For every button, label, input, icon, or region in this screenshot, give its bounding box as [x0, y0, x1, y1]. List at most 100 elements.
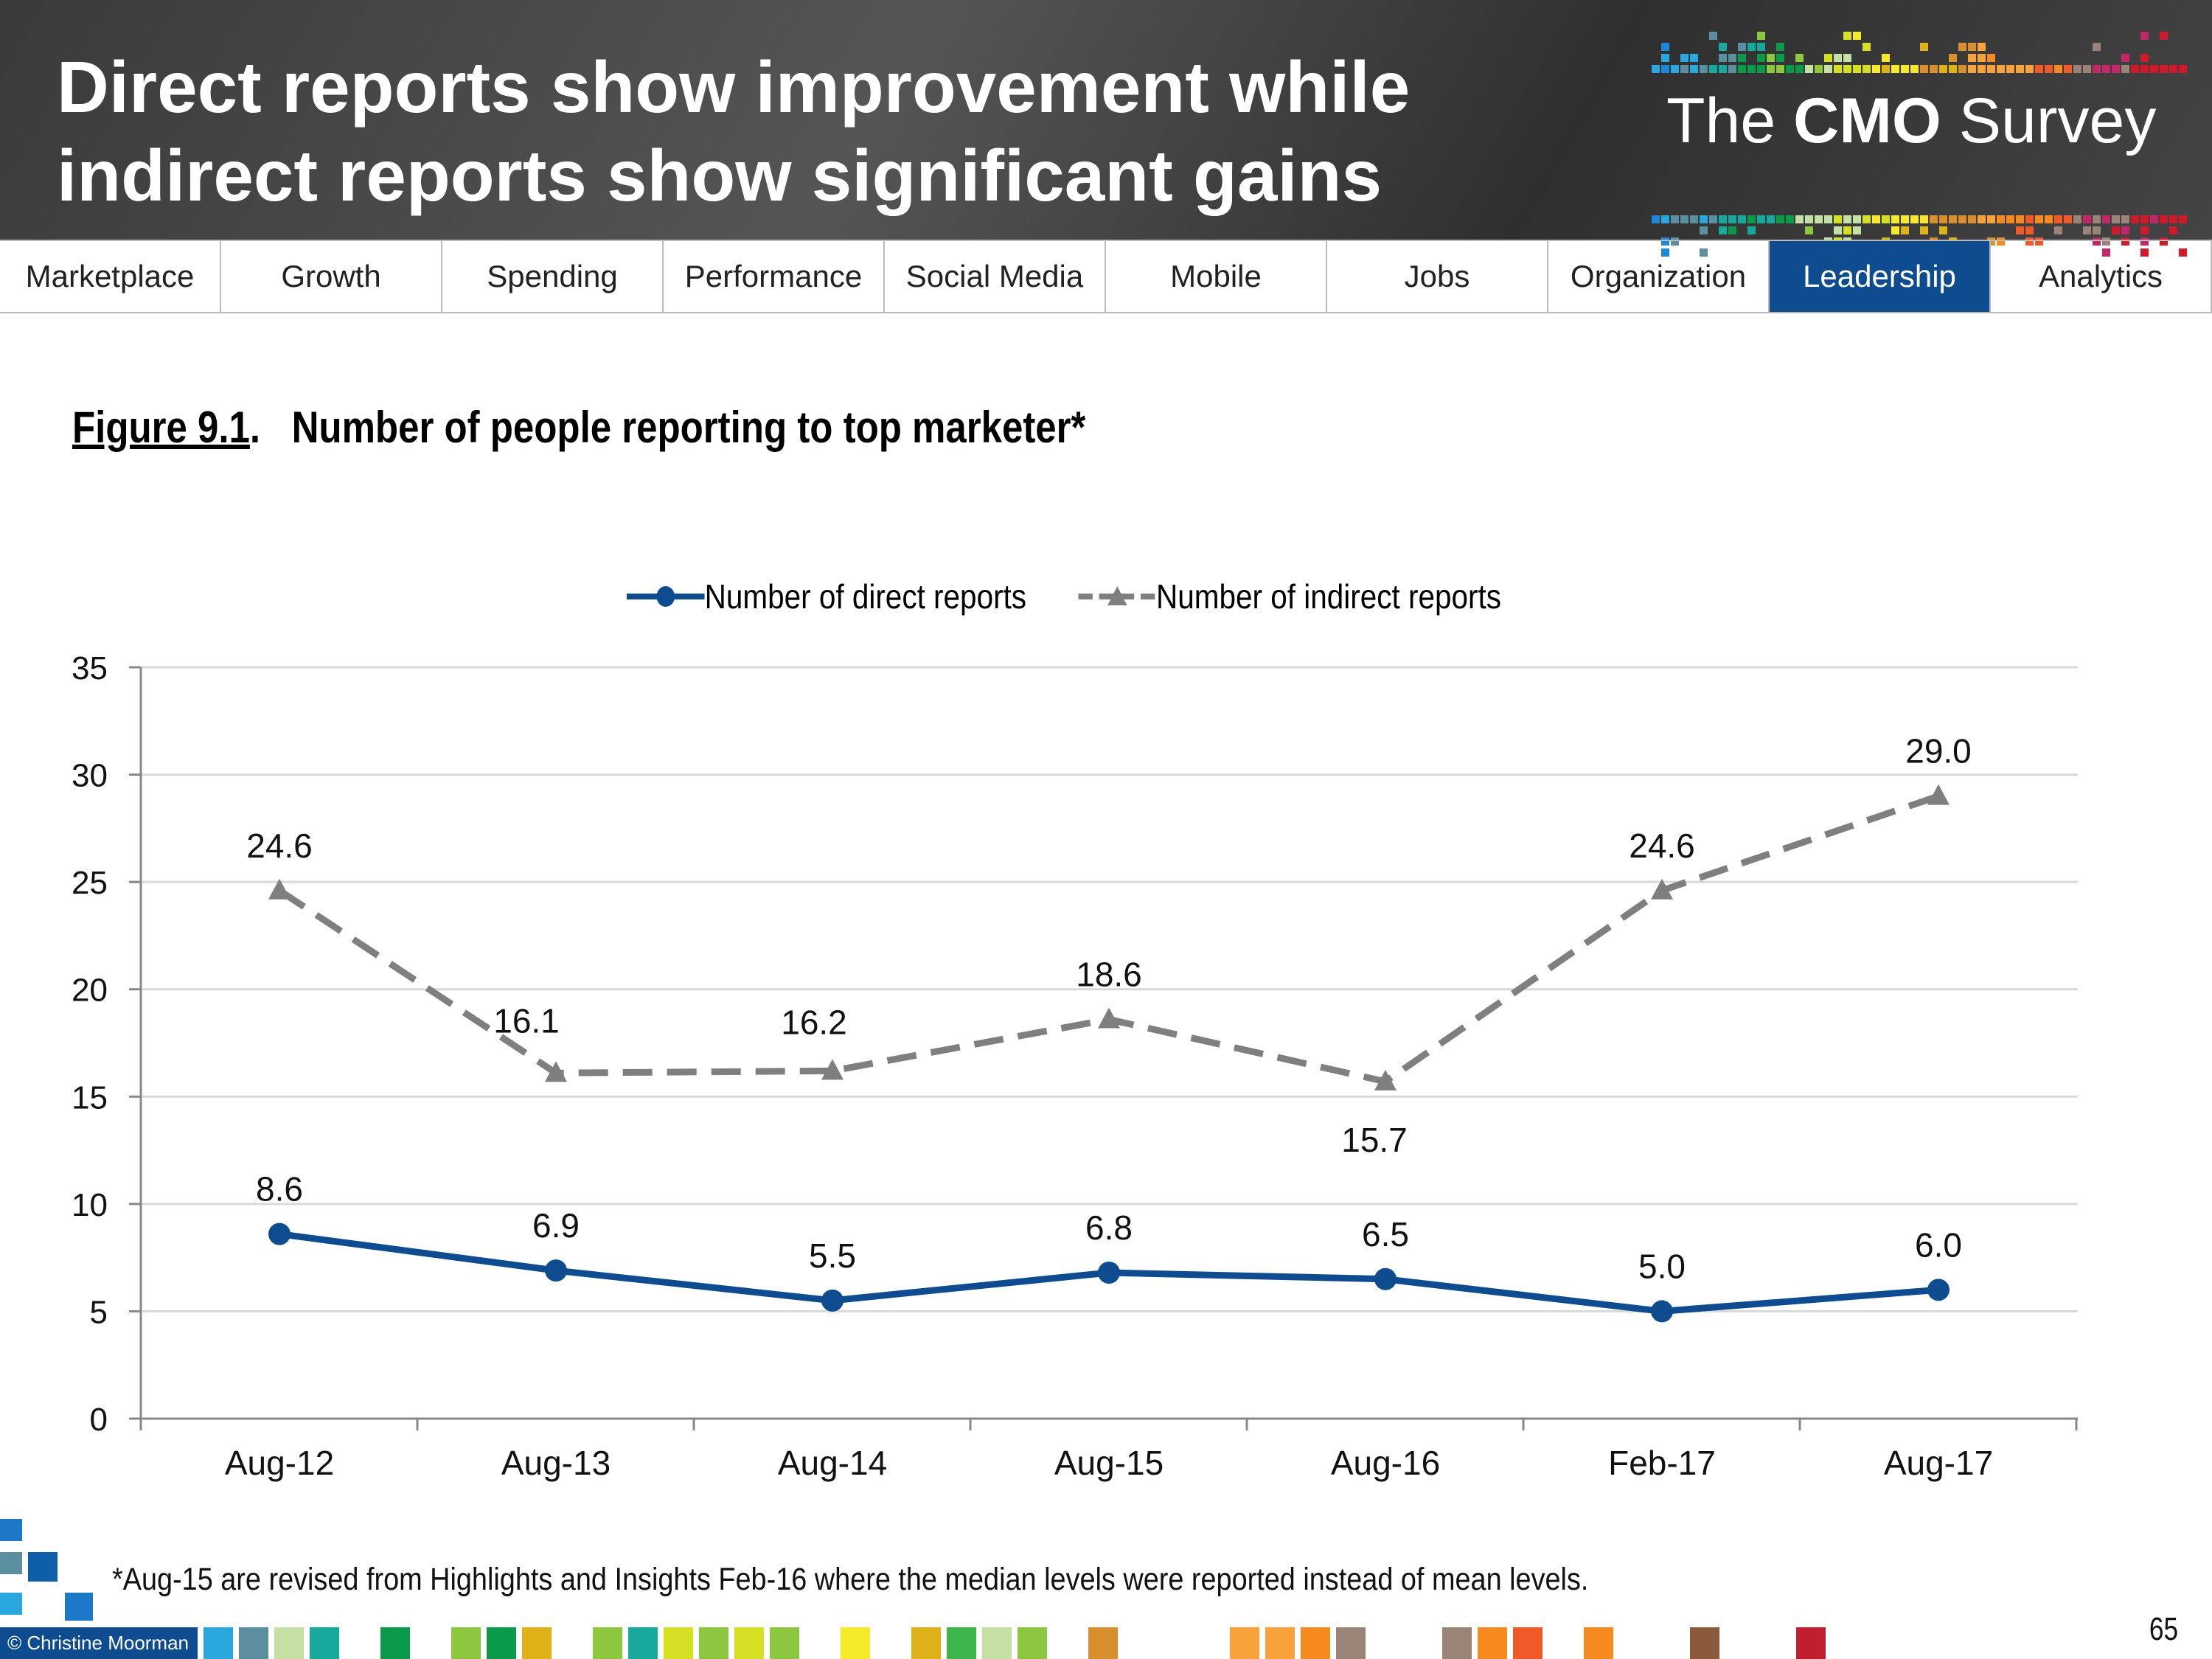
logo-pixel — [2093, 43, 2101, 51]
logo-pixel — [1738, 54, 1746, 62]
logo-pixel — [1680, 65, 1688, 73]
logo-pixel — [1728, 54, 1736, 62]
logo-pixel — [1920, 65, 1928, 73]
footer-square — [1584, 1627, 1613, 1659]
tab-leadership[interactable]: Leadership — [1770, 240, 1991, 312]
logo-pixel — [1709, 65, 1717, 73]
tab-analytics[interactable]: Analytics — [1991, 240, 2212, 312]
data-point-indirect — [1098, 1007, 1120, 1029]
logo-pixel — [2035, 237, 2043, 246]
y-tick-label: 35 — [72, 650, 108, 686]
data-label: 5.5 — [809, 1237, 856, 1275]
logo-pixel — [2140, 248, 2149, 257]
footer-square — [1478, 1627, 1507, 1659]
logo-pixel — [1795, 215, 1804, 223]
logo-pixel — [1671, 237, 1679, 246]
header-banner: Direct reports show improvement while in… — [0, 0, 2212, 257]
data-label: 24.6 — [1629, 827, 1695, 865]
tab-social-media[interactable]: Social Media — [885, 240, 1106, 312]
logo-pixel — [2121, 226, 2129, 234]
logo-pixel — [2025, 215, 2034, 223]
tab-marketplace[interactable]: Marketplace — [0, 240, 221, 312]
data-label: 6.8 — [1085, 1208, 1133, 1247]
footer-square — [451, 1627, 481, 1659]
logo-pixel — [1757, 43, 1765, 51]
tab-performance[interactable]: Performance — [664, 240, 885, 312]
logo-pixel — [2112, 65, 2120, 73]
footer-square — [310, 1627, 339, 1659]
logo-pixel — [1920, 226, 1928, 234]
x-tick-label: Aug-12 — [225, 1444, 334, 1482]
logo-pixel — [2016, 215, 2024, 223]
logo-pixel — [2179, 248, 2187, 257]
title-line-1: Direct reports show improvement while — [57, 46, 1411, 128]
footnote: *Aug-15 are revised from Highlights and … — [112, 1562, 1589, 1597]
logo-pixel — [2073, 215, 2081, 223]
logo-pixel — [2093, 215, 2101, 223]
legend-indirect-marker-icon — [1078, 586, 1157, 605]
logo-pixel — [1805, 215, 1813, 223]
logo-pixel — [2160, 32, 2168, 40]
data-label: 16.2 — [781, 1003, 847, 1041]
tab-growth[interactable]: Growth — [221, 240, 442, 312]
logo-cmo: CMO — [1793, 86, 1941, 156]
logo-pixel — [1958, 43, 1966, 51]
logo-pixel — [2102, 237, 2110, 246]
data-label: 6.9 — [532, 1206, 580, 1245]
logo-pixel — [1709, 215, 1717, 223]
logo-pixel — [1978, 54, 1986, 62]
logo-pixel — [2025, 237, 2034, 246]
footer-square — [487, 1627, 516, 1659]
footer-square — [593, 1627, 622, 1659]
logo-pixel — [1719, 226, 1727, 234]
logo-pixel — [2112, 226, 2120, 234]
footer-square — [0, 1519, 22, 1541]
logo-pixel — [2083, 215, 2091, 223]
cmo-survey-logo: The CMO Survey — [1637, 15, 2197, 257]
page-number: 65 — [2149, 1611, 2179, 1647]
logo-pixel — [1700, 65, 1708, 73]
logo-pixel — [1786, 215, 1794, 223]
logo-pixel — [1700, 215, 1708, 223]
data-point-direct — [1651, 1300, 1673, 1323]
logo-pixel — [1738, 215, 1746, 223]
footer-square — [841, 1627, 870, 1659]
y-tick-label: 30 — [72, 758, 108, 794]
logo-pixel — [1728, 215, 1736, 223]
logo-pixel — [1939, 226, 1947, 234]
data-label: 16.1 — [493, 1001, 560, 1040]
footer-square — [380, 1627, 410, 1659]
logo-pixel — [1834, 215, 1842, 223]
y-tick-label: 20 — [72, 973, 108, 1009]
logo-pixel — [1690, 215, 1698, 223]
data-point-indirect — [1374, 1069, 1397, 1091]
logo-pixel — [1661, 65, 1669, 73]
tab-organization[interactable]: Organization — [1548, 240, 1770, 312]
tab-mobile[interactable]: Mobile — [1106, 240, 1327, 312]
logo-pixel — [2150, 215, 2158, 223]
line-chart: 0 5 10 15 20 25 30 35 Aug-12 Aug-13 Aug-14 Aug-15 Au… — [72, 650, 2078, 1482]
logo-pixel — [1719, 54, 1727, 62]
footer-square — [911, 1627, 941, 1659]
logo-pixel — [2102, 215, 2110, 223]
logo-pixel — [1863, 215, 1871, 223]
data-label: 15.7 — [1341, 1121, 1408, 1159]
logo-pixel — [2093, 226, 2101, 234]
logo-pixel — [1997, 215, 2005, 223]
logo-pixel — [1757, 65, 1765, 73]
logo-pixel — [1805, 226, 1813, 234]
tab-spending[interactable]: Spending — [442, 240, 664, 312]
tab-jobs[interactable]: Jobs — [1327, 240, 1548, 312]
legend-indirect: Number of indirect reports — [1078, 577, 1501, 616]
logo-pixel — [1747, 226, 1756, 234]
logo-pixel — [2112, 215, 2120, 223]
figure-number: Figure 9.1 — [72, 403, 250, 452]
footer-square — [1088, 1627, 1118, 1659]
logo-pixel — [1882, 54, 1890, 62]
data-point-direct — [1374, 1267, 1397, 1290]
x-tick-label: Aug-15 — [1054, 1444, 1164, 1482]
data-label: 24.6 — [246, 827, 313, 865]
logo-pixel — [1997, 65, 2005, 73]
data-point-direct — [545, 1259, 567, 1282]
logo-pixel — [2073, 65, 2081, 73]
